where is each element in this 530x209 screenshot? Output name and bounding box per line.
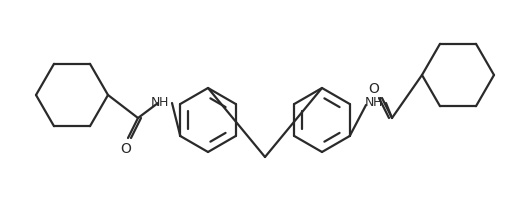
Text: H: H — [159, 96, 169, 108]
Text: N: N — [365, 96, 374, 108]
Text: H: H — [373, 96, 382, 108]
Text: O: O — [368, 82, 379, 96]
Text: O: O — [120, 142, 131, 156]
Text: N: N — [151, 96, 161, 108]
